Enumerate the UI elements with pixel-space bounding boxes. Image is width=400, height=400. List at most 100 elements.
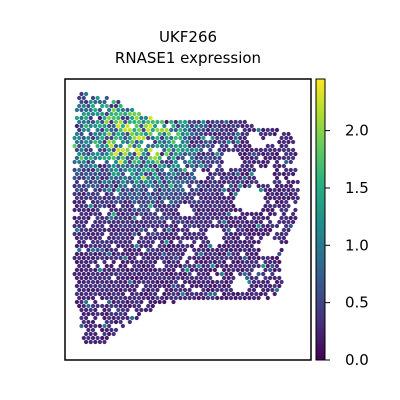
spot [116, 195, 121, 201]
spot [77, 159, 82, 165]
spot [125, 107, 130, 113]
spot [150, 223, 155, 229]
spot [268, 219, 273, 225]
spot [81, 191, 86, 197]
spot [210, 247, 215, 253]
spot [143, 179, 148, 185]
spot [199, 203, 204, 209]
spot [100, 143, 105, 149]
spot [90, 191, 96, 197]
spot [166, 179, 171, 185]
spot [84, 99, 89, 105]
spot [162, 299, 167, 305]
spot [249, 171, 254, 177]
spot [118, 271, 123, 277]
spot [205, 263, 211, 269]
spot [127, 175, 132, 181]
spot [242, 159, 247, 165]
spot [247, 167, 252, 173]
spot [231, 171, 236, 177]
spot [203, 139, 208, 145]
spot [84, 139, 89, 145]
spot [169, 199, 174, 205]
spot [251, 279, 257, 285]
spot [109, 215, 114, 221]
spot [111, 195, 116, 201]
spot [199, 163, 204, 169]
spot [79, 267, 84, 273]
spot [201, 295, 206, 301]
spot [217, 123, 222, 129]
spot [88, 331, 93, 337]
spot [247, 175, 252, 181]
spot [116, 219, 121, 225]
spot [272, 171, 277, 177]
spot [215, 223, 220, 229]
spot [226, 251, 231, 257]
spot [93, 219, 98, 225]
spot [130, 163, 135, 169]
spot [134, 275, 139, 281]
spot [265, 151, 270, 157]
spot [256, 239, 261, 245]
spot [270, 263, 275, 269]
spot [185, 227, 190, 233]
spot [109, 143, 114, 149]
spot [201, 223, 206, 229]
spot [77, 143, 82, 149]
spot [178, 295, 183, 301]
spot [199, 251, 204, 257]
spot [192, 247, 197, 253]
spot [139, 115, 144, 121]
spot [120, 163, 125, 169]
spot [77, 271, 82, 277]
spot [79, 115, 84, 121]
spot [295, 187, 300, 193]
spot [233, 231, 238, 237]
spot [77, 119, 82, 125]
spot [97, 235, 102, 241]
spot [277, 195, 282, 201]
spot [235, 259, 240, 265]
spot [155, 295, 160, 301]
spot [210, 215, 215, 221]
spot [263, 291, 268, 297]
spot [242, 135, 247, 141]
spot [196, 127, 201, 133]
spot [215, 295, 220, 301]
spot [113, 127, 119, 133]
spot [224, 239, 229, 245]
spot [90, 103, 96, 109]
spot [164, 175, 169, 181]
spot [102, 203, 107, 209]
spot [178, 191, 183, 197]
spot [182, 159, 188, 165]
spot [86, 207, 91, 213]
spot [84, 123, 89, 129]
spot [258, 187, 263, 193]
spot [77, 151, 82, 157]
spot [205, 167, 211, 173]
spot [90, 167, 96, 173]
spot [84, 219, 89, 225]
spot [166, 155, 171, 161]
spot [238, 215, 243, 221]
spot [247, 287, 252, 293]
spot [235, 123, 240, 129]
spot [162, 123, 167, 129]
spot [141, 239, 146, 245]
spot [84, 267, 89, 273]
spot [159, 167, 165, 173]
spot [157, 243, 162, 249]
spot [180, 155, 185, 161]
spot [194, 131, 199, 137]
spot [233, 143, 238, 149]
spot [88, 147, 93, 153]
spot [226, 195, 231, 201]
spot [240, 267, 245, 273]
spot [86, 159, 91, 165]
spot [146, 175, 151, 181]
spot [196, 263, 201, 269]
spot [228, 255, 234, 261]
spot [238, 151, 243, 157]
